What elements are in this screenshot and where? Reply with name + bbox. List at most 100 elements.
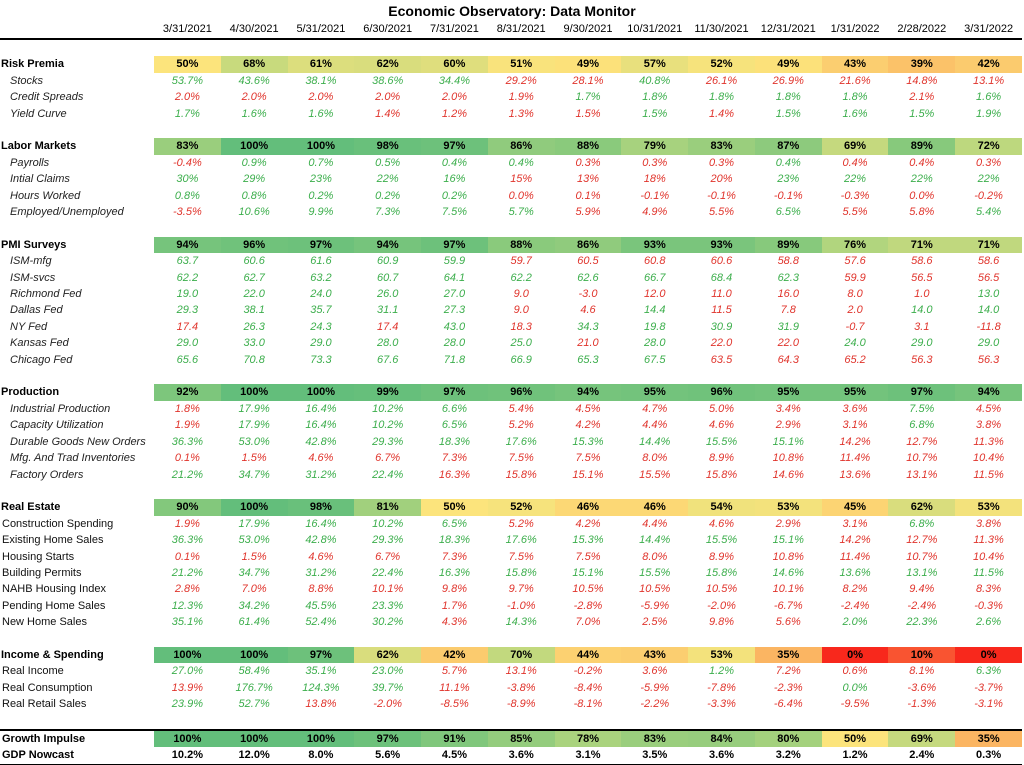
indicator-value: 43.0 — [443, 320, 466, 333]
indicator-value: 14.2% — [839, 534, 871, 547]
indicator-value: 18.3% — [438, 534, 471, 547]
indicator-value: 14.6% — [772, 468, 804, 481]
indicator-value: -3.6% — [907, 681, 937, 694]
indicator-value: 2.8% — [174, 583, 200, 596]
indicator-value: 5.7% — [441, 665, 467, 678]
indicator-value: 13% — [576, 173, 599, 186]
indicator-value: 13.6% — [839, 566, 871, 579]
section-score: 0% — [821, 646, 889, 664]
section-score: 100% — [287, 384, 355, 401]
date-header: 3/31/2021 — [154, 21, 221, 40]
indicator-value: 15.8% — [505, 468, 537, 481]
section-score: 95% — [754, 384, 822, 401]
indicator-label: Employed/Unemployed — [10, 206, 124, 219]
indicator-value: -2.3% — [773, 681, 803, 694]
indicator-value: 7.8 — [780, 304, 796, 317]
indicator-value: 73.3 — [310, 353, 332, 366]
indicator-value: 6.5% — [441, 419, 467, 432]
indicator-value: 15.3% — [572, 435, 604, 448]
data-monitor-table: 3/31/2021 4/30/2021 5/31/2021 6/30/2021 7/31… — [0, 21, 1022, 765]
indicator-value: 21.6% — [839, 74, 871, 87]
indicator-value: 1.2% — [441, 107, 467, 120]
indicator-value: 29% — [243, 173, 266, 186]
indicator-value: 4.4% — [642, 419, 668, 432]
indicator-value: 1.8% — [708, 91, 735, 104]
indicator-value: 0.3% — [575, 156, 601, 169]
section-score: 35% — [754, 646, 822, 664]
indicator-value: 63.7 — [176, 255, 199, 268]
indicator-value: 19.0 — [176, 288, 199, 301]
indicator-value: 7.0% — [575, 616, 601, 629]
indicator-value: 22% — [844, 173, 867, 186]
indicator-value: 56.5 — [911, 271, 933, 284]
indicator-row: Dallas Fed 29.3 38.1 35.7 31.1 27.3 9.0 4.6 14.4… — [0, 302, 1022, 318]
indicator-value: 63.5 — [710, 353, 733, 366]
gdp-nowcast-value: 1.2% — [821, 747, 889, 765]
indicator-row: Real Consumption 13.9% 176.7% 124.3% 39.7% 11… — [0, 680, 1022, 696]
indicator-value: 4.5% — [575, 402, 601, 415]
section-score: 49% — [754, 56, 822, 73]
indicator-label: Intial Claims — [10, 173, 70, 186]
section-score: 10% — [888, 646, 956, 664]
indicator-value: 4.6% — [708, 419, 735, 432]
section-score: 100% — [287, 138, 355, 155]
indicator-value: 23% — [309, 173, 332, 186]
indicator-value: 1.7% — [441, 599, 467, 612]
indicator-value: 7.5% — [508, 452, 534, 465]
indicator-value: 1.0 — [914, 288, 930, 301]
indicator-value: 61.4% — [238, 616, 270, 629]
indicator-value: 2.0 — [847, 304, 863, 317]
indicator-value: 22% — [376, 173, 399, 186]
indicator-row: Housing Starts 0.1% 1.5% 4.6% 6.7% 7.3% 7.5% 7.… — [0, 549, 1022, 565]
indicator-value: 31.2% — [305, 566, 337, 579]
indicator-value: 15.1% — [772, 435, 804, 448]
section-score: 69% — [821, 138, 889, 155]
indicator-value: 65.2 — [844, 353, 866, 366]
gdp-nowcast-value: 3.1% — [554, 747, 622, 765]
indicator-value: 1.5% — [909, 107, 935, 120]
indicator-value: 22.4% — [372, 566, 404, 579]
indicator-value: 14.4% — [639, 435, 671, 448]
indicator-value: 4.9% — [642, 206, 668, 219]
indicator-value: 29.0 — [310, 337, 332, 350]
indicator-value: 15.5% — [639, 566, 671, 579]
date-header: 11/30/2021 — [688, 21, 755, 40]
indicator-value: 17.9% — [238, 402, 270, 415]
indicator-value: 2.0% — [441, 91, 467, 104]
indicator-value: -6.4% — [773, 698, 803, 711]
indicator-label: Construction Spending — [2, 517, 114, 530]
indicator-value: 12.7% — [906, 534, 938, 547]
indicator-value: 5.2% — [508, 517, 534, 530]
page-title: Economic Observatory: Data Monitor — [388, 3, 636, 19]
indicator-value: 58.4% — [238, 665, 270, 678]
indicator-value: 31.1 — [376, 304, 399, 317]
indicator-value: -0.3% — [974, 599, 1003, 612]
indicator-row: Payrolls -0.4% 0.9% 0.7% 0.5% 0.4% 0.4% 0.3% 0.3… — [0, 155, 1022, 171]
growth-impulse-score: 100% — [220, 728, 288, 748]
indicator-value: 57.6 — [844, 255, 866, 268]
indicator-value: 1.5% — [775, 107, 801, 120]
indicator-value: 34.7% — [238, 566, 270, 579]
indicator-value: 6.6% — [441, 402, 467, 415]
indicator-value: 0.3% — [642, 156, 668, 169]
indicator-value: 60.7 — [376, 271, 399, 284]
indicator-value: 16.3% — [438, 566, 471, 579]
indicator-value: 68.4 — [710, 271, 733, 284]
growth-impulse-score: 85% — [487, 728, 555, 748]
indicator-value: 25.0 — [510, 337, 532, 350]
indicator-value: 29.0 — [911, 337, 933, 350]
indicator-value: 2.9% — [775, 419, 801, 432]
indicator-value: 1.4% — [375, 107, 401, 120]
indicator-value: 31.2% — [305, 468, 337, 481]
indicator-value: 36.3% — [171, 534, 203, 547]
indicator-value: 0.4% — [909, 156, 935, 169]
indicator-value: 17.4 — [376, 320, 399, 333]
indicator-row: Chicago Fed 65.6 70.8 73.3 67.6 71.8 66.9 65.3 6… — [0, 352, 1022, 368]
indicator-value: 11.3% — [973, 534, 1004, 547]
indicator-value: 8.1% — [909, 665, 935, 678]
indicator-value: 13.1% — [972, 74, 1005, 87]
indicator-row: NAHB Housing Index 2.8% 7.0% 8.8% 10.1% 9.8% 9… — [0, 581, 1022, 597]
indicator-value: 1.6% — [976, 91, 1002, 104]
indicator-value: 27.3 — [443, 304, 466, 317]
indicator-value: 24.3 — [310, 320, 332, 333]
